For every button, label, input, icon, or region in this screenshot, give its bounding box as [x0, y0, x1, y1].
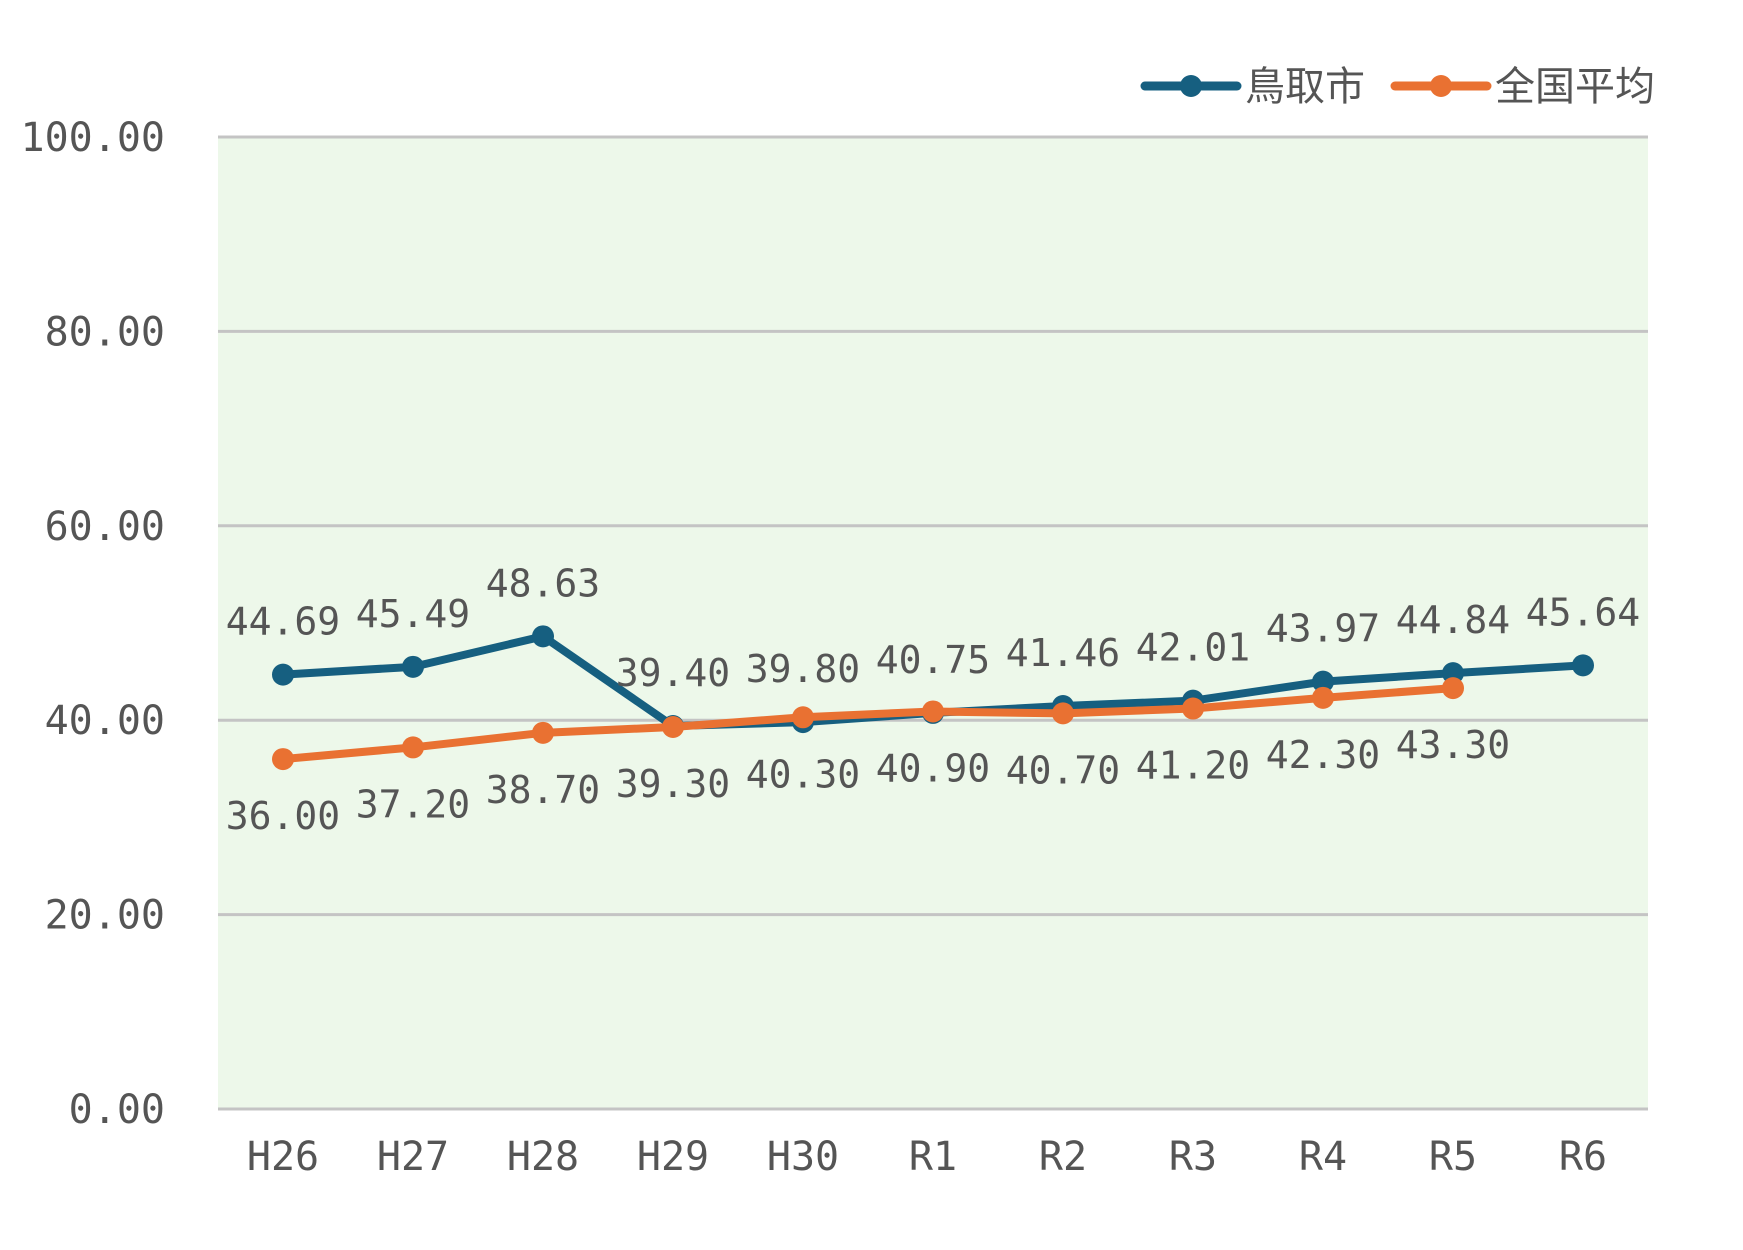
data-point	[922, 700, 944, 723]
data-label: 41.20	[1136, 744, 1250, 788]
y-tick-label: 20.00	[45, 893, 165, 939]
data-label: 48.63	[486, 561, 600, 605]
data-label: 42.30	[1266, 733, 1380, 777]
x-tick-label: H30	[767, 1134, 839, 1180]
x-tick-label: H29	[637, 1134, 709, 1180]
data-point	[272, 663, 294, 686]
x-tick-label: R6	[1559, 1134, 1607, 1180]
x-tick-label: H28	[507, 1134, 579, 1180]
data-label: 40.70	[1006, 748, 1120, 792]
data-label: 43.30	[1396, 723, 1510, 767]
data-label: 39.30	[616, 762, 730, 806]
data-label: 40.75	[876, 638, 990, 682]
data-label: 44.69	[226, 600, 340, 644]
plot-area	[218, 137, 1648, 1109]
y-tick-label: 80.00	[45, 309, 165, 355]
data-label: 44.84	[1396, 598, 1510, 642]
data-label: 45.64	[1526, 590, 1640, 634]
y-tick-label: 40.00	[45, 698, 165, 744]
data-point	[1312, 686, 1334, 709]
y-tick-label: 100.00	[21, 115, 166, 161]
data-point	[1052, 702, 1074, 725]
data-point	[1572, 654, 1594, 677]
data-label: 39.40	[616, 651, 730, 695]
data-label: 40.30	[746, 752, 860, 796]
data-label: 37.20	[356, 782, 470, 826]
x-tick-label: R1	[909, 1134, 957, 1180]
data-label: 41.46	[1006, 631, 1120, 675]
data-point	[1312, 670, 1334, 693]
data-point	[272, 748, 294, 771]
x-tick-label: R4	[1299, 1134, 1347, 1180]
data-point	[1442, 677, 1464, 700]
legend-label: 全国平均	[1495, 64, 1655, 110]
x-tick-label: R2	[1039, 1134, 1087, 1180]
data-point	[662, 716, 684, 739]
data-label: 39.80	[746, 647, 860, 691]
y-tick-label: 60.00	[45, 504, 165, 550]
data-label: 45.49	[356, 592, 470, 636]
data-point	[402, 655, 424, 678]
data-point	[1182, 697, 1204, 720]
legend-label: 鳥取市	[1245, 64, 1365, 110]
data-label: 43.97	[1266, 607, 1380, 651]
legend-marker-0	[1180, 75, 1202, 97]
data-label: 38.70	[486, 768, 600, 812]
series-line-1	[282, 684, 1454, 764]
data-point	[792, 706, 814, 729]
x-tick-label: R5	[1429, 1134, 1477, 1180]
data-point	[402, 736, 424, 759]
data-label: 40.90	[876, 746, 990, 790]
data-label: 36.00	[226, 794, 340, 838]
data-point	[532, 721, 554, 744]
x-tick-label: R3	[1169, 1134, 1217, 1180]
x-tick-label: H27	[377, 1134, 449, 1180]
y-tick-label: 0.00	[69, 1087, 165, 1133]
legend-marker-1	[1430, 75, 1452, 97]
data-label: 42.01	[1136, 626, 1250, 670]
legend: 鳥取市 全国平均	[1140, 64, 1655, 110]
data-point	[532, 625, 554, 648]
x-tick-label: H26	[247, 1134, 319, 1180]
